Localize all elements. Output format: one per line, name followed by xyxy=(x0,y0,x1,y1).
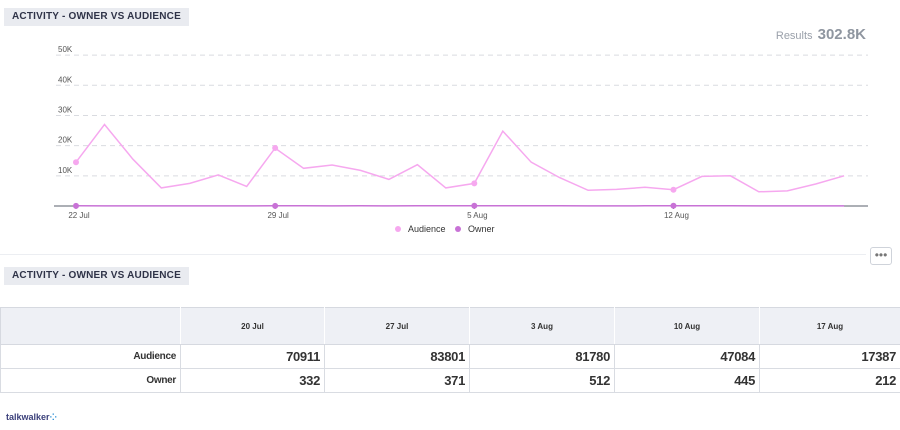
more-options-button[interactable]: ••• xyxy=(870,247,892,265)
legend-marker-owner xyxy=(455,226,461,232)
results-summary: Results 302.8K xyxy=(776,26,866,43)
x-tick-label: 5 Aug xyxy=(467,211,487,220)
activity-table: 20 Jul 27 Jul 3 Aug 10 Aug 17 Aug Audien… xyxy=(0,307,900,393)
y-tick-label: 30K xyxy=(58,105,73,114)
talkwalker-logo: talkwalker⁘ xyxy=(6,412,57,423)
table-cell: 17387 xyxy=(759,344,900,369)
column-header[interactable]: 27 Jul xyxy=(324,307,470,345)
table-cell: 70911 xyxy=(180,344,325,369)
results-label: Results xyxy=(775,30,813,42)
y-tick-label: 40K xyxy=(58,75,73,84)
table-cell: 83801 xyxy=(324,344,470,369)
x-tick-label: 29 Jul xyxy=(267,211,289,220)
table-row: Owner 332 371 512 445 212 xyxy=(0,368,900,393)
column-header[interactable]: 10 Aug xyxy=(614,307,760,345)
column-header[interactable]: 3 Aug xyxy=(469,307,615,345)
table-cell: 371 xyxy=(324,368,470,393)
legend-label: Owner xyxy=(468,224,495,234)
y-tick-label: 20K xyxy=(58,136,73,145)
y-tick-label: 50K xyxy=(58,45,73,54)
column-header[interactable]: 17 Aug xyxy=(759,307,900,345)
data-point-audience xyxy=(73,159,79,166)
data-point-audience xyxy=(471,180,478,187)
widget-title: ACTIVITY - OWNER VS AUDIENCE xyxy=(4,8,189,26)
data-point-owner xyxy=(73,202,79,209)
table-cell: 512 xyxy=(469,368,615,393)
data-point-audience xyxy=(670,186,677,193)
table-cell: 445 xyxy=(614,368,760,393)
table-cell: 212 xyxy=(759,368,900,393)
row-label: Owner xyxy=(0,368,181,393)
divider xyxy=(0,254,866,255)
table-cell: 332 xyxy=(180,368,325,393)
series-line-audience xyxy=(75,123,845,193)
x-tick-label: 12 Aug xyxy=(664,211,689,220)
y-tick-label: 10K xyxy=(58,166,73,175)
legend-marker-audience xyxy=(395,226,401,232)
data-point-owner xyxy=(272,202,279,209)
row-label: Audience xyxy=(0,344,181,369)
activity-line-chart: 10K 20K 30K 40K 50K 22 Jul 29 Jul 5 Aug 12 Aug Au… xyxy=(54,45,868,234)
data-point-owner xyxy=(670,202,677,209)
legend-label: Audience xyxy=(408,224,446,234)
results-value: 302.8K xyxy=(817,26,866,43)
table-cell: 81780 xyxy=(469,344,615,369)
data-point-audience xyxy=(272,145,279,152)
table-header-row: 20 Jul 27 Jul 3 Aug 10 Aug 17 Aug xyxy=(0,307,900,345)
column-header[interactable]: 20 Jul xyxy=(180,307,325,345)
table-row: Audience 70911 83801 81780 47084 17387 xyxy=(0,344,900,369)
logo-mark-icon: ⁘ xyxy=(49,412,58,422)
table-header-corner xyxy=(0,307,181,345)
table-widget-title: ACTIVITY - OWNER VS AUDIENCE xyxy=(4,267,189,285)
x-tick-label: 22 Jul xyxy=(68,211,90,220)
data-point-owner xyxy=(471,202,478,209)
logo-text: talkwalker xyxy=(6,412,50,422)
table-cell: 47084 xyxy=(614,344,760,369)
